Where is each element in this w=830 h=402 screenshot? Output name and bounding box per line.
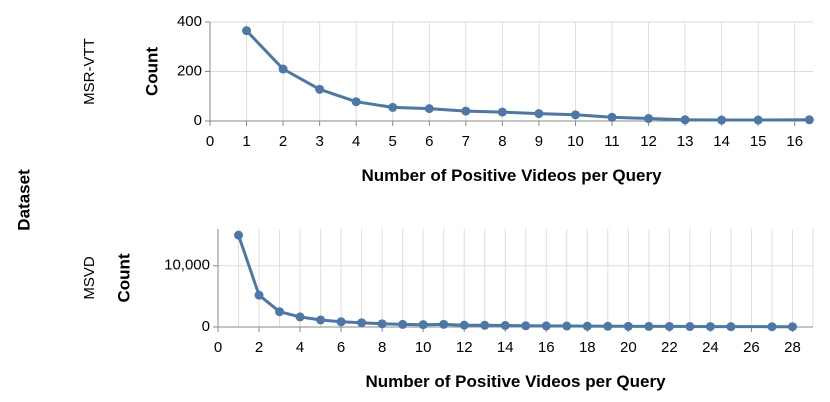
series-line — [237, 234, 793, 329]
data-point — [295, 312, 305, 322]
data-point — [497, 107, 507, 117]
facet-label-msr-vtt: MSR-VTT — [81, 38, 98, 105]
data-point — [439, 319, 449, 329]
x-tick-label: 0 — [206, 133, 214, 150]
data-point — [234, 230, 244, 240]
data-point — [623, 321, 633, 331]
data-point — [705, 322, 715, 332]
x-tick-label: 0 — [214, 339, 222, 356]
data-point — [767, 322, 777, 332]
data-point — [315, 84, 325, 94]
data-point — [398, 319, 408, 329]
data-point — [316, 315, 326, 325]
x-tick-label: 20 — [620, 339, 637, 356]
x-tick-label: 16 — [786, 133, 803, 150]
data-point — [664, 321, 674, 331]
x-tick-label: 28 — [784, 339, 801, 356]
x-tick-label: 8 — [378, 339, 386, 356]
x-axis-title: Number of Positive Videos per Query — [365, 372, 666, 391]
x-tick-label: 12 — [456, 339, 473, 356]
data-point — [459, 320, 469, 330]
x-tick-label: 14 — [497, 339, 514, 356]
data-point — [753, 115, 763, 125]
data-point — [562, 321, 572, 331]
x-tick-label: 6 — [425, 133, 433, 150]
data-point — [254, 290, 264, 300]
data-point — [644, 321, 654, 331]
y-axis-title: Count — [142, 47, 161, 96]
data-point — [500, 320, 510, 330]
x-tick-label: 26 — [743, 339, 760, 356]
x-tick-label: 4 — [296, 339, 304, 356]
x-tick-label: 7 — [462, 133, 470, 150]
x-tick-label: 11 — [604, 133, 620, 150]
data-point — [480, 320, 490, 330]
x-tick-label: 5 — [389, 133, 397, 150]
x-tick-label: 18 — [579, 339, 596, 356]
x-tick-label: 24 — [702, 339, 719, 356]
data-point — [521, 321, 531, 331]
x-tick-label: 10 — [415, 339, 432, 356]
data-point — [603, 321, 613, 331]
data-point — [804, 115, 814, 125]
data-point — [570, 110, 580, 120]
y-axis-title: Count — [114, 253, 133, 302]
data-point — [726, 322, 736, 332]
data-point — [644, 114, 654, 124]
data-point — [607, 112, 617, 122]
data-point — [377, 319, 387, 329]
x-tick-label: 4 — [352, 133, 360, 150]
y-tick-label: 400 — [177, 13, 202, 30]
data-point — [680, 115, 690, 125]
row-title: Dataset — [14, 169, 33, 231]
x-axis-title: Number of Positive Videos per Query — [361, 166, 662, 185]
series-line — [245, 29, 810, 122]
data-point — [336, 317, 346, 327]
data-point — [534, 109, 544, 119]
data-point — [388, 102, 398, 112]
x-tick-label: 14 — [713, 133, 730, 150]
data-point — [278, 64, 288, 74]
data-point — [541, 321, 551, 331]
x-tick-label: 2 — [279, 133, 287, 150]
data-point — [685, 322, 695, 332]
y-tick-label: 0 — [194, 112, 202, 129]
facet-label-msvd: MSVD — [81, 256, 98, 300]
x-tick-label: 1 — [242, 133, 250, 150]
y-tick-label: 10,000 — [164, 257, 210, 274]
data-point — [461, 106, 471, 116]
x-tick-label: 10 — [567, 133, 584, 150]
x-tick-label: 16 — [538, 339, 555, 356]
data-point — [357, 318, 367, 328]
x-tick-label: 15 — [750, 133, 767, 150]
data-point — [275, 307, 285, 317]
x-tick-label: 2 — [255, 339, 263, 356]
data-point — [787, 322, 797, 332]
x-tick-label: 13 — [677, 133, 694, 150]
data-point — [418, 320, 428, 330]
x-tick-label: 9 — [535, 133, 543, 150]
x-tick-label: 3 — [315, 133, 323, 150]
data-point — [242, 26, 252, 36]
data-point — [351, 97, 361, 107]
x-tick-label: 6 — [337, 339, 345, 356]
y-tick-label: 200 — [177, 62, 202, 79]
data-point — [717, 115, 727, 125]
x-tick-label: 22 — [661, 339, 678, 356]
data-point — [424, 104, 434, 114]
data-point — [582, 321, 592, 331]
y-tick-label: 0 — [202, 318, 210, 335]
x-tick-label: 12 — [640, 133, 657, 150]
x-tick-label: 8 — [498, 133, 506, 150]
